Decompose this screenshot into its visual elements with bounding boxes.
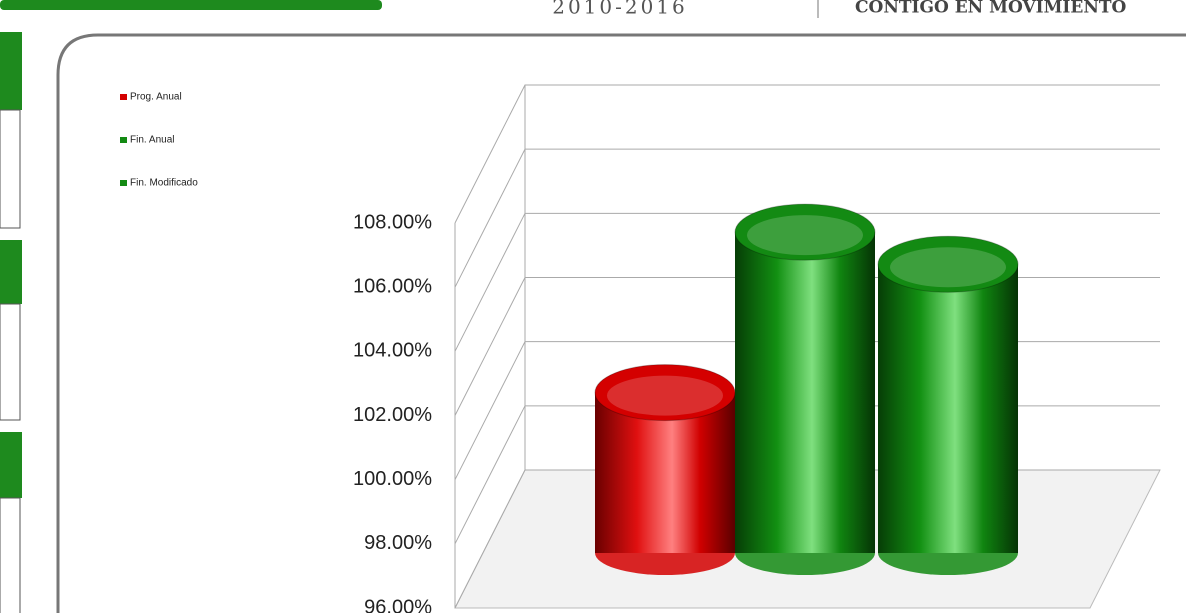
- bar-top: [734, 203, 876, 261]
- grid-line: [454, 148, 1160, 288]
- legend-label: Fin. Anual: [130, 135, 174, 146]
- side-tab: [0, 32, 22, 110]
- bar: [735, 232, 875, 553]
- side-box: [0, 109, 21, 229]
- legend-label: Fin. Modificado: [130, 178, 198, 189]
- bar-top-shine: [607, 375, 723, 416]
- legend-swatch: [120, 94, 127, 100]
- side-tab: [0, 240, 22, 304]
- grid-line: [454, 84, 1160, 224]
- bar-top-shine: [747, 215, 863, 256]
- header-years: 2010-2016: [552, 0, 688, 19]
- y-tick-label: 104.00%: [353, 340, 432, 362]
- grid-line: [454, 212, 1160, 352]
- legend-swatch: [120, 137, 127, 143]
- y-tick-label: 102.00%: [353, 404, 432, 426]
- bar-top-shine: [890, 247, 1006, 288]
- legend-swatch: [120, 180, 127, 186]
- panel-border: [56, 33, 1186, 613]
- y-tick-label: 98.00%: [364, 532, 432, 554]
- side-box: [0, 303, 21, 421]
- y-tick-label: 106.00%: [353, 275, 432, 297]
- bar-top: [877, 235, 1019, 293]
- legend-label: Prog. Anual: [130, 92, 182, 103]
- side-tab: [0, 432, 22, 498]
- header-slogan: CONTIGO EN MOVIMIENTO: [855, 0, 1127, 18]
- side-box: [0, 497, 21, 613]
- y-tick-label: 96.00%: [364, 596, 432, 613]
- top-bar: [0, 0, 382, 10]
- y-tick-label: 100.00%: [353, 468, 432, 490]
- y-tick-label: 108.00%: [353, 211, 432, 233]
- bar: [878, 264, 1018, 553]
